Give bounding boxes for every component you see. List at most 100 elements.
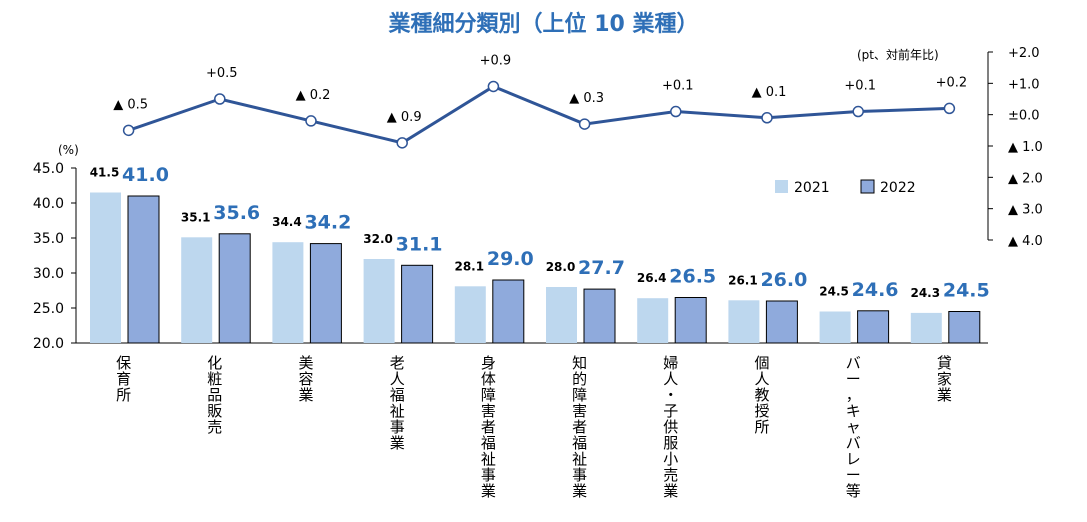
bar-2021 [272,242,304,343]
category-label-char: 所 [754,418,769,436]
bar-2021 [454,286,486,343]
category-label-char: 服 [663,434,678,452]
left-tick-label: 30.0 [33,266,64,282]
category-label-char: 的 [572,370,587,388]
category-label-char: 保 [116,354,131,372]
bar-2022 [309,243,342,344]
yoy-label: +0.1 [844,79,876,94]
category-label-char: 育 [116,370,131,388]
category-label-char: 身 [481,354,496,372]
category-label-char: 業 [390,434,405,452]
right-tick-label: ▲ 4.0 [1008,234,1043,249]
left-axis-unit: (%) [58,143,79,157]
category-label-char: 婦 [663,354,678,372]
category-label-char: バ [846,434,861,452]
bar-2022-label: 24.6 [852,279,899,301]
bar-2022-label: 31.1 [396,233,443,255]
category-label-char: ー [846,370,861,388]
category-label-char: 事 [481,466,496,484]
bar-2022 [218,233,251,344]
right-axis-unit: (pt、対前年比) [857,47,939,62]
yoy-label: +0.2 [936,75,968,90]
bar-2021-label: 28.1 [454,259,484,273]
yoy-label: ▲ 0.3 [569,91,604,106]
category-label-char: 等 [846,482,861,500]
category-label-char: 子 [663,402,678,420]
bar-2021-label: 32.0 [363,232,393,246]
bar-2022-label: 35.6 [213,202,260,224]
bar-2022 [948,311,981,344]
yoy-point [943,102,956,115]
category-label-char: 害 [481,402,496,420]
category-label-char: 人 [390,370,405,388]
right-tick-label: ▲ 3.0 [1008,203,1043,218]
bar-2021 [90,192,121,343]
category-label-char: 福 [572,434,587,452]
yoy-point [487,80,500,93]
yoy-label: ▲ 0.2 [296,88,331,103]
bar-2021 [819,311,851,343]
yoy-label: ▲ 0.9 [387,110,422,125]
bar-2022-label: 27.7 [578,257,625,279]
yoy-point [578,118,591,130]
category-label-char: 体 [481,370,496,388]
category-label-char: 者 [481,418,496,436]
bar-2022-label: 34.2 [304,212,351,234]
category-label-char: 福 [481,434,496,452]
category-label-char: 授 [754,402,769,420]
yoy-point [852,105,864,118]
category-label-char: 障 [572,386,587,404]
bar-2022 [765,300,798,344]
bar-2021 [728,300,760,343]
yoy-point [305,115,317,127]
yoy-point [122,124,135,137]
category-label-char: 者 [572,418,587,436]
bar-2021 [546,287,577,343]
category-label-char: 害 [572,402,587,420]
category-label-char: ， [846,386,861,404]
category-label-char: 老 [390,354,405,372]
category-label-char: 販 [207,402,222,420]
category-label-char: ・ [663,386,678,404]
right-tick-label: +2.0 [1008,46,1040,61]
left-tick-label: 35.0 [33,231,64,247]
bar-2021-label: 35.1 [181,210,211,224]
category-label-char: 事 [390,418,405,436]
right-tick-label: ±0.0 [1008,109,1040,124]
category-label-char: 業 [481,482,496,500]
bar-2021-label: 26.1 [728,273,758,287]
bar-2022 [857,310,890,344]
category-label-char: 業 [298,386,313,404]
bar-2021 [637,298,669,343]
category-label-char: 小 [663,450,678,468]
right-tick-label: ▲ 1.0 [1008,140,1043,155]
chart-title: 業種細分類別（上位 10 業種） [388,12,699,37]
category-label-char: ャ [846,418,861,436]
category-label-char: 人 [663,370,678,388]
category-label-char: 家 [937,370,952,388]
category-label-char: 人 [754,370,769,388]
legend-swatch-2021 [775,180,788,193]
category-label-char: バ [846,354,861,372]
left-tick-label: 20.0 [33,336,64,352]
yoy-point [670,105,682,118]
category-label-char: 粧 [207,370,222,388]
category-label-char: レ [846,450,861,468]
legend-swatch-2022 [860,179,875,194]
bar-2022-label: 41.0 [122,164,169,186]
category-label-char: 障 [481,386,496,404]
bar-2022-label: 26.0 [760,269,807,291]
category-label-char: 事 [572,466,587,484]
category-label-char: 売 [663,466,678,484]
category-label-char: 売 [207,418,222,436]
bar-2021-label: 26.4 [637,271,667,285]
yoy-point [761,112,773,124]
category-label-char: 業 [572,482,587,500]
left-tick-label: 40.0 [33,196,64,212]
right-tick-label: +1.0 [1008,77,1040,92]
yoy-label: +0.5 [206,66,238,81]
category-label-char: 貸 [937,354,952,372]
bar-2021-label: 24.3 [910,286,940,300]
right-tick-label: ▲ 2.0 [1008,171,1043,186]
